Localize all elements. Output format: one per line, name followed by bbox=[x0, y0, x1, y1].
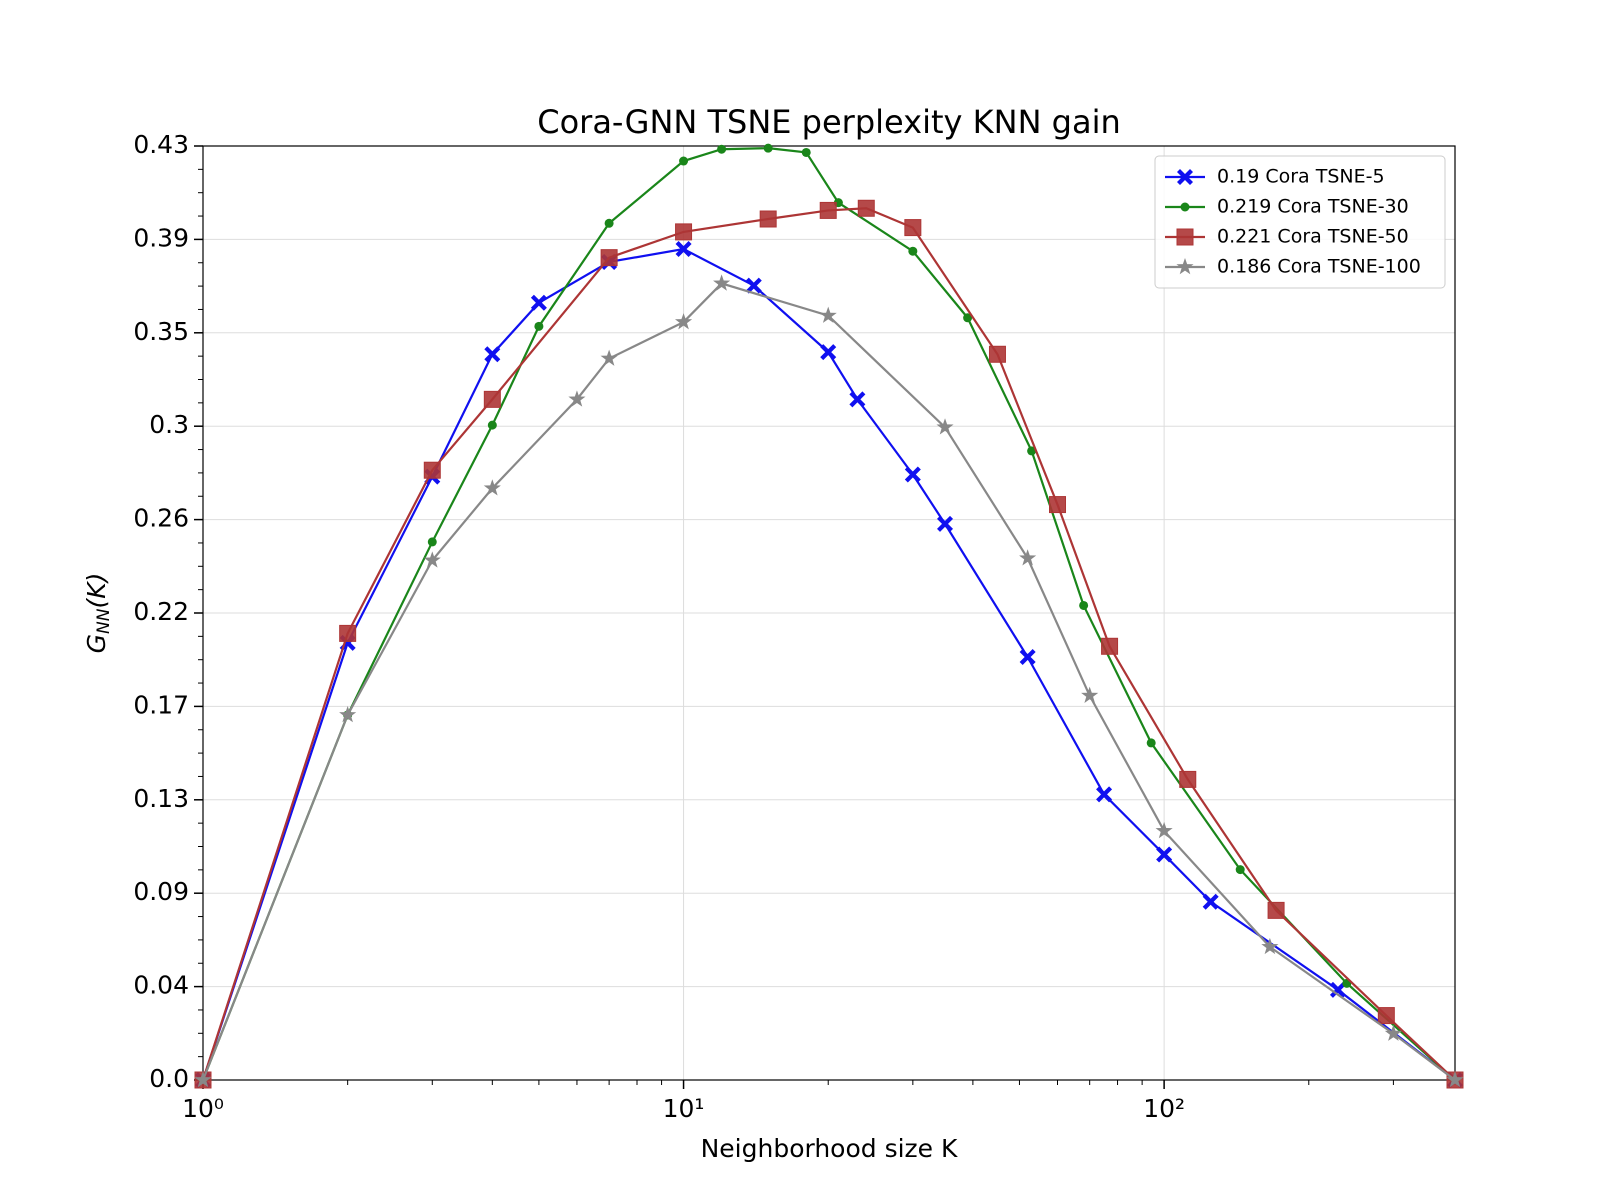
series-line bbox=[201, 282, 1456, 1081]
marker bbox=[674, 313, 693, 330]
marker bbox=[1267, 901, 1285, 919]
y-axis-label: GNN(K) bbox=[82, 573, 114, 654]
marker bbox=[745, 277, 762, 294]
marker bbox=[679, 156, 689, 166]
marker bbox=[1235, 865, 1245, 875]
marker bbox=[963, 313, 973, 323]
marker bbox=[675, 223, 693, 241]
marker bbox=[1019, 649, 1036, 666]
marker bbox=[1180, 202, 1190, 212]
marker bbox=[487, 420, 497, 430]
y-tick-label: 0.09 bbox=[133, 877, 189, 906]
marker bbox=[604, 218, 614, 228]
marker bbox=[1176, 228, 1194, 246]
marker bbox=[1202, 893, 1219, 910]
marker bbox=[1155, 821, 1173, 839]
legend-box bbox=[1154, 155, 1446, 289]
marker bbox=[1446, 1071, 1464, 1088]
marker bbox=[1156, 846, 1173, 863]
marker bbox=[819, 306, 837, 323]
marker bbox=[339, 624, 357, 642]
marker bbox=[423, 551, 441, 568]
y-tick-label: 0.43 bbox=[133, 130, 189, 159]
marker bbox=[1027, 446, 1037, 456]
y-label-main: G bbox=[82, 634, 111, 653]
marker bbox=[483, 390, 501, 408]
x-tick-label: 10⁰ bbox=[182, 1094, 224, 1123]
marker bbox=[819, 201, 837, 219]
marker bbox=[1384, 1024, 1402, 1041]
plot-frame bbox=[202, 145, 1456, 1081]
marker bbox=[1177, 169, 1193, 185]
y-label-sub: NN bbox=[94, 608, 114, 634]
marker bbox=[713, 274, 731, 291]
marker bbox=[801, 147, 811, 157]
marker bbox=[936, 418, 954, 435]
y-tick-label: 0.0 bbox=[149, 1064, 189, 1093]
marker bbox=[857, 199, 875, 217]
legend-label: 0.186 Cora TSNE-100 bbox=[1217, 256, 1421, 278]
marker bbox=[849, 391, 866, 408]
marker bbox=[427, 537, 437, 547]
marker bbox=[484, 346, 501, 363]
marker bbox=[1081, 686, 1099, 703]
marker bbox=[1146, 738, 1156, 748]
marker bbox=[904, 466, 921, 483]
x-tick-label: 10² bbox=[1143, 1094, 1185, 1123]
x-axis-label: Neighborhood size K bbox=[701, 1134, 958, 1163]
marker bbox=[904, 219, 922, 237]
y-tick-label: 0.17 bbox=[133, 690, 189, 719]
marker bbox=[1019, 549, 1037, 566]
marker bbox=[194, 1071, 212, 1088]
y-tick-label: 0.13 bbox=[133, 784, 189, 813]
marker bbox=[483, 479, 501, 496]
chart-title: Cora-GNN TSNE perplexity KNN gain bbox=[537, 103, 1121, 141]
marker bbox=[1049, 496, 1067, 514]
marker bbox=[423, 461, 441, 479]
legend-label: 0.221 Cora TSNE-50 bbox=[1217, 226, 1409, 248]
series bbox=[198, 143, 1460, 1085]
marker bbox=[534, 321, 544, 331]
x-tick-label: 10¹ bbox=[663, 1094, 705, 1123]
y-label-rest: (K) bbox=[82, 573, 111, 609]
y-tick-label: 0.35 bbox=[133, 317, 189, 346]
y-tick-label: 0.22 bbox=[133, 597, 189, 626]
marker bbox=[1079, 600, 1089, 610]
marker bbox=[339, 705, 357, 723]
marker bbox=[675, 241, 692, 258]
marker bbox=[820, 344, 837, 361]
marker bbox=[1261, 937, 1279, 955]
marker bbox=[600, 349, 618, 366]
series-line bbox=[201, 247, 1456, 1081]
legend: 0.19 Cora TSNE-5 0.219 Cora TSNE-30 0.221 … bbox=[1154, 155, 1446, 289]
marker bbox=[568, 390, 586, 407]
y-tick-label: 0.3 bbox=[149, 410, 189, 439]
series bbox=[195, 241, 1463, 1088]
marker bbox=[1329, 981, 1346, 998]
marker bbox=[1096, 786, 1113, 803]
marker bbox=[717, 144, 727, 154]
legend-label: 0.19 Cora TSNE-5 bbox=[1217, 166, 1385, 188]
y-tick-label: 0.04 bbox=[133, 971, 189, 1000]
marker bbox=[988, 345, 1006, 363]
marker bbox=[763, 143, 773, 153]
marker bbox=[1176, 258, 1194, 275]
marker bbox=[759, 210, 777, 228]
marker bbox=[530, 294, 547, 311]
marker bbox=[1377, 1007, 1395, 1025]
marker bbox=[600, 249, 618, 267]
y-tick-label: 0.26 bbox=[133, 504, 189, 533]
marker bbox=[1179, 770, 1197, 788]
marker bbox=[1101, 637, 1119, 655]
y-tick-label: 0.39 bbox=[133, 223, 189, 252]
marker bbox=[937, 515, 954, 532]
legend-label: 0.219 Cora TSNE-30 bbox=[1217, 196, 1409, 218]
marker bbox=[908, 246, 918, 256]
series bbox=[194, 274, 1464, 1088]
